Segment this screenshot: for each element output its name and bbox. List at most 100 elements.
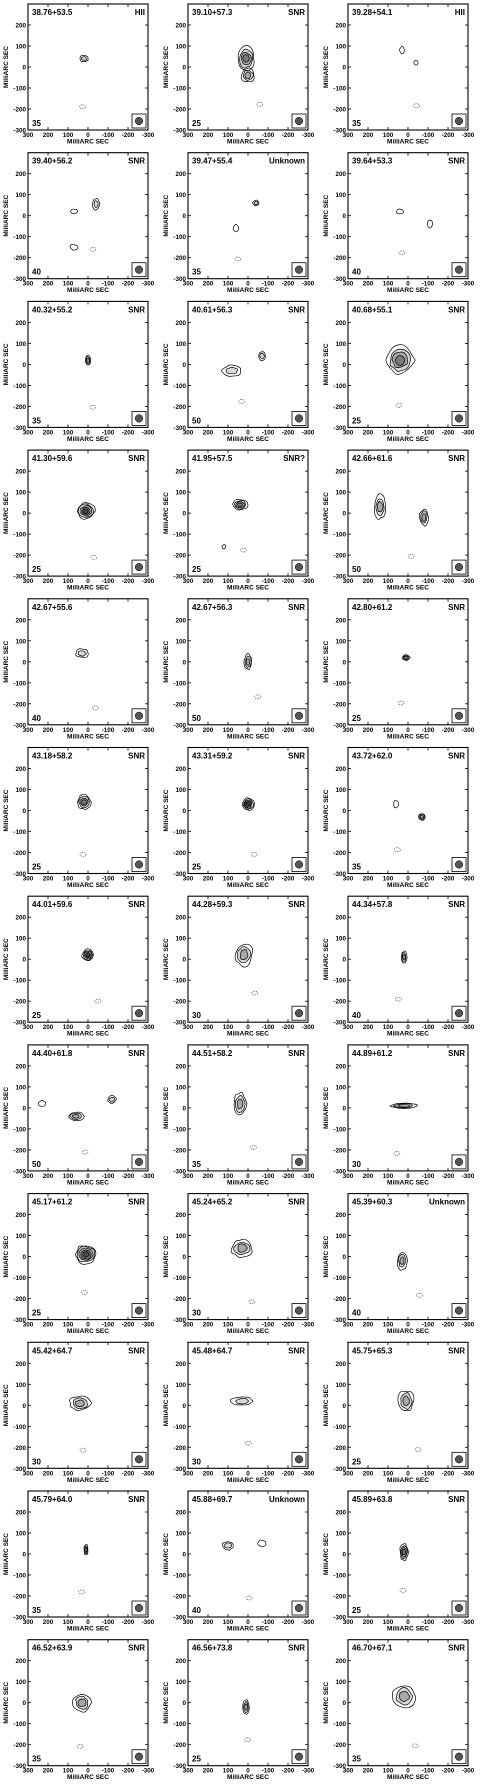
- y-tick-label: 200: [335, 1658, 346, 1665]
- panel-frame: [27, 746, 149, 875]
- beam-ellipse: [454, 1009, 464, 1018]
- x-tick-label: -300: [462, 1768, 475, 1775]
- y-tick-label: -300: [13, 1763, 26, 1770]
- negative-contour: [81, 1149, 89, 1155]
- x-tick-label: 0: [246, 876, 250, 883]
- x-tick-label: -200: [122, 727, 135, 734]
- y-axis-label: MilliARC SEC: [3, 1235, 10, 1277]
- y-tick-label: 200: [175, 915, 186, 922]
- x-tick-label: 0: [86, 281, 90, 288]
- x-tick-label: 300: [23, 1470, 34, 1477]
- contour-line: [427, 219, 434, 229]
- x-tick-label: 300: [183, 1024, 194, 1031]
- panel-title: 42.80+61.2: [352, 603, 393, 612]
- x-tick-label: 200: [363, 1024, 374, 1031]
- y-tick-label: -300: [333, 1317, 346, 1324]
- negative-contour: [94, 998, 101, 1004]
- negative-contour: [254, 694, 261, 700]
- y-tick-label: -300: [333, 871, 346, 878]
- panel-class: SNR: [288, 1049, 305, 1058]
- panel-contour-level: 50: [32, 1160, 41, 1169]
- x-tick-label: 100: [63, 578, 74, 585]
- y-axis-label: MilliARC SEC: [163, 1235, 170, 1277]
- x-tick-label: 300: [183, 1322, 194, 1329]
- x-tick-label: 0: [406, 1173, 410, 1180]
- x-tick-label: -300: [142, 429, 155, 436]
- x-tick-label: -200: [122, 1173, 135, 1180]
- x-tick-label: 300: [23, 1173, 34, 1180]
- x-tick-label: 0: [86, 1322, 90, 1329]
- y-tick-label: 0: [22, 1700, 26, 1707]
- x-tick-label: 300: [183, 578, 194, 585]
- x-tick-label: -200: [282, 727, 295, 734]
- y-tick-label: 0: [342, 808, 346, 815]
- negative-contour: [416, 1293, 423, 1298]
- x-tick-label: -300: [302, 1768, 315, 1775]
- panel-contour-level: 40: [352, 1011, 361, 1020]
- y-tick-label: 100: [175, 490, 186, 497]
- y-tick-label: 200: [335, 320, 346, 327]
- negative-contour: [81, 1290, 88, 1295]
- y-tick-label: -100: [333, 680, 346, 687]
- panel-frame: [27, 1044, 149, 1172]
- y-tick-label: 200: [175, 617, 186, 624]
- x-axis-label: MilliARC SEC: [227, 1774, 269, 1781]
- panel-contour-level: 50: [192, 714, 201, 723]
- x-tick-label: -100: [102, 281, 115, 288]
- y-tick-label: -300: [333, 1020, 346, 1027]
- y-tick-label: 200: [335, 171, 346, 178]
- x-tick-label: -300: [142, 1173, 155, 1180]
- y-tick-label: 0: [182, 1552, 186, 1559]
- beam-ellipse: [294, 860, 304, 869]
- x-tick-label: 200: [43, 876, 54, 883]
- y-tick-label: -100: [173, 680, 186, 687]
- y-tick-label: -100: [173, 978, 186, 985]
- y-tick-label: -300: [13, 1466, 26, 1473]
- x-tick-label: 300: [343, 578, 354, 585]
- y-tick-label: 100: [15, 1084, 26, 1091]
- beam-ellipse: [294, 1752, 304, 1761]
- x-tick-label: 200: [43, 1322, 54, 1329]
- x-axis-label: MilliARC SEC: [227, 1328, 269, 1335]
- y-tick-label: -200: [13, 701, 26, 708]
- y-tick-label: -300: [333, 574, 346, 581]
- x-tick-label: 200: [203, 1173, 214, 1180]
- y-tick-label: 200: [335, 469, 346, 476]
- negative-contour: [245, 1595, 253, 1601]
- x-tick-label: -100: [422, 429, 435, 436]
- x-tick-label: 100: [63, 1768, 74, 1775]
- y-tick-label: 0: [182, 362, 186, 369]
- x-tick-label: -300: [142, 1322, 155, 1329]
- y-axis-label: MilliARC SEC: [163, 789, 170, 831]
- y-tick-label: 100: [335, 192, 346, 199]
- y-tick-label: 200: [335, 23, 346, 30]
- y-axis-label: MilliARC SEC: [163, 1681, 170, 1723]
- panel-title: 42.67+56.3: [192, 603, 233, 612]
- x-tick-label: 0: [246, 429, 250, 436]
- x-tick-label: -300: [462, 578, 475, 585]
- contour-line: [83, 1543, 89, 1556]
- contour-line: [85, 354, 91, 366]
- contour-line: [80, 56, 87, 62]
- y-tick-label: -100: [333, 1275, 346, 1282]
- y-axis-label: MilliARC SEC: [323, 343, 330, 385]
- negative-contour: [393, 1151, 401, 1156]
- x-tick-label: -200: [442, 1024, 455, 1031]
- y-tick-label: 100: [175, 1679, 186, 1686]
- panel-title: 45.48+64.7: [192, 1346, 233, 1355]
- x-tick-label: -200: [122, 281, 135, 288]
- panel-contour-level: 25: [352, 714, 361, 723]
- x-tick-label: -300: [462, 281, 475, 288]
- x-tick-label: -200: [282, 1619, 295, 1626]
- x-axis-label: MilliARC SEC: [67, 287, 109, 294]
- x-tick-label: 200: [203, 1322, 214, 1329]
- x-tick-label: -100: [262, 1768, 275, 1775]
- panel-title: 43.18+58.2: [32, 752, 73, 761]
- x-axis-label: MilliARC SEC: [387, 287, 429, 294]
- x-tick-label: 0: [86, 1173, 90, 1180]
- y-tick-label: 100: [175, 44, 186, 51]
- x-tick-label: 100: [383, 1024, 394, 1031]
- y-axis-label: MilliARC SEC: [3, 1533, 10, 1575]
- x-tick-label: 100: [63, 1322, 74, 1329]
